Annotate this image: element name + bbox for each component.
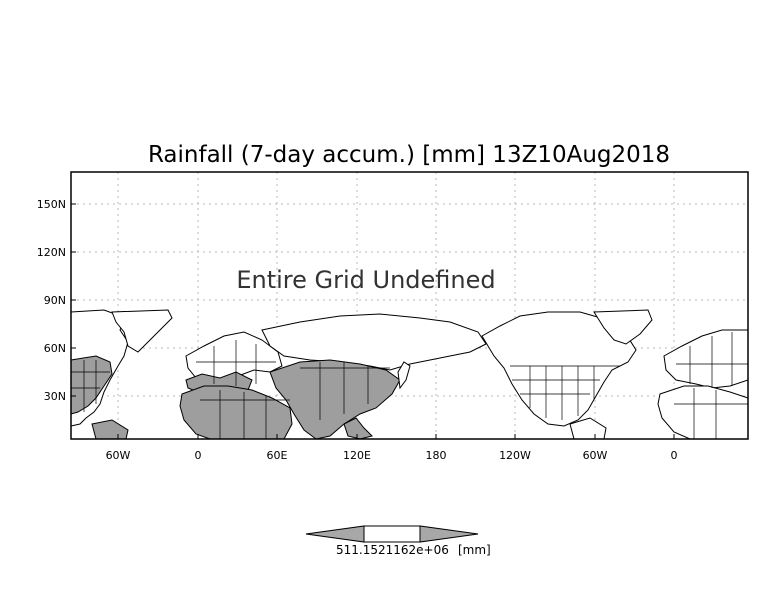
borders-right	[510, 332, 748, 439]
x-tick-label: 60E	[267, 449, 288, 462]
map-frame	[70, 171, 749, 440]
x-axis: 60W 0 60E 120E 180 120W 60W 0	[106, 434, 678, 462]
colorbar-unit: [mm]	[458, 543, 491, 557]
europe-right	[663, 329, 749, 389]
colorbar-middle-box	[363, 525, 421, 543]
borders-left	[71, 340, 390, 439]
south-america-top	[91, 419, 129, 440]
asia-north	[261, 313, 487, 371]
x-tick-label: 180	[426, 449, 447, 462]
x-tick-label: 120W	[499, 449, 531, 462]
colorbar-left-arrow	[305, 525, 365, 543]
colorbar: 511.1521162e+06 [mm]	[305, 525, 491, 557]
y-axis: 150N 120N 90N 60N 30N	[37, 198, 76, 403]
africa	[179, 385, 293, 440]
x-tick-label: 60W	[583, 449, 608, 462]
y-tick-label: 60N	[44, 342, 66, 355]
north-america-left-shaded	[70, 355, 113, 415]
greenland	[111, 309, 173, 353]
southeast-asia-islands	[343, 417, 373, 440]
y-tick-label: 120N	[37, 246, 66, 259]
greenland-right	[593, 309, 653, 345]
south-america-right	[569, 417, 607, 440]
asia-south	[269, 359, 401, 440]
x-tick-label: 120E	[343, 449, 371, 462]
x-tick-label: 0	[195, 449, 202, 462]
coastlines	[70, 309, 749, 440]
japan	[397, 361, 411, 390]
y-tick-label: 90N	[44, 294, 66, 307]
x-tick-label: 0	[671, 449, 678, 462]
undefined-grid-message: Entire Grid Undefined	[236, 266, 495, 294]
north-america-right	[481, 311, 637, 427]
map-title: Rainfall (7-day accum.) [mm] 13Z10Aug201…	[148, 142, 670, 168]
x-tick-label: 60W	[106, 449, 131, 462]
y-tick-label: 30N	[44, 390, 66, 403]
y-tick-label: 150N	[37, 198, 66, 211]
colorbar-right-arrow	[419, 525, 479, 543]
colorbar-label: 511.1521162e+06	[336, 543, 449, 557]
map-panel: Entire Grid Undefined	[70, 171, 749, 440]
